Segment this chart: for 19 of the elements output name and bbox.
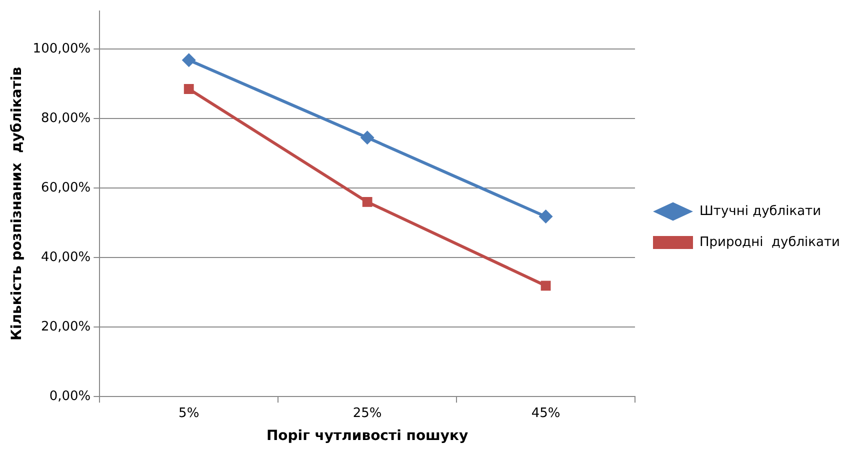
point (360, 130, 374, 145)
x-axis-title: Поріг чутливості пошуку (266, 428, 468, 444)
point (538, 210, 553, 224)
y-tick-label: 0,00% (49, 388, 91, 404)
legend-label: Природні дублікати (700, 234, 840, 250)
point (184, 84, 194, 94)
x-tick-label: 25% (352, 406, 382, 421)
x-tick-label: 45% (531, 406, 560, 421)
point (182, 53, 196, 68)
legend-label: Штучні дублікати (700, 204, 822, 219)
point (362, 197, 372, 207)
x-tick-label: 5% (178, 406, 200, 421)
y-tick-label: 60,00% (41, 180, 91, 196)
y-tick-label: 80,00% (41, 110, 91, 126)
y-tick-label: 100,00% (32, 41, 91, 56)
point (540, 280, 551, 291)
y-axis-title: Кількість розпізнаних дублікатів (9, 66, 26, 340)
y-tick-label: 40,00% (41, 250, 91, 265)
y-tick-label: 20,00% (41, 319, 91, 334)
